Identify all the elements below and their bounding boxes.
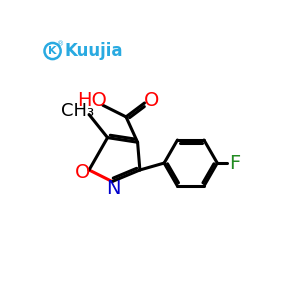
Text: Kuujia: Kuujia	[65, 42, 123, 60]
Text: ®: ®	[57, 41, 64, 47]
Text: O: O	[144, 91, 159, 110]
Text: N: N	[106, 179, 121, 198]
Text: F: F	[229, 154, 240, 172]
Text: CH₃: CH₃	[61, 102, 94, 120]
Text: K: K	[48, 46, 57, 56]
Text: HO: HO	[78, 91, 107, 110]
Text: O: O	[74, 163, 90, 182]
